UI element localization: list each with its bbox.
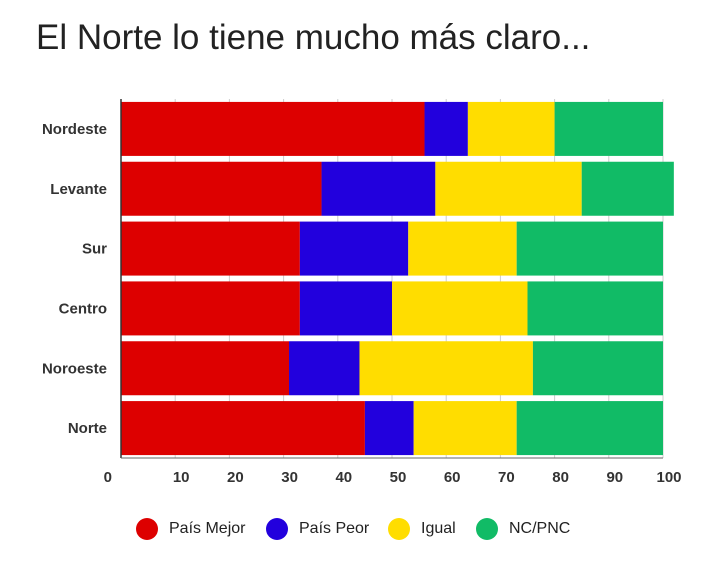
grid-lines bbox=[174, 99, 664, 458]
legend-label: Igual bbox=[421, 520, 456, 537]
x-tick-label: 60 bbox=[444, 469, 461, 486]
axes bbox=[120, 99, 663, 459]
x-tick-label: 100 bbox=[656, 469, 681, 486]
bar-segment bbox=[392, 281, 528, 336]
bar-segment bbox=[435, 161, 582, 216]
bars bbox=[121, 101, 674, 456]
bar-segment bbox=[516, 401, 663, 456]
legend-item: Igual bbox=[388, 517, 456, 541]
bar-segment bbox=[299, 221, 409, 276]
x-tick-label: 30 bbox=[281, 469, 298, 486]
bar-segment bbox=[424, 101, 468, 156]
category-label: Noroeste bbox=[42, 360, 107, 377]
x-tick-label: 80 bbox=[552, 469, 569, 486]
bar-segment bbox=[359, 341, 533, 396]
legend-label: País Peor bbox=[299, 520, 370, 537]
bar-segment bbox=[289, 341, 360, 396]
bar-segment bbox=[299, 281, 392, 336]
category-label: Nordeste bbox=[42, 121, 107, 138]
bar-segment bbox=[121, 161, 322, 216]
bar-segment bbox=[408, 221, 517, 276]
legend-label: NC/PNC bbox=[509, 520, 571, 537]
bar-segment bbox=[121, 341, 290, 396]
bar-segment bbox=[527, 281, 663, 336]
legend-swatch bbox=[136, 518, 158, 540]
bar-segment bbox=[121, 221, 300, 276]
legend-item: País Peor bbox=[266, 517, 369, 541]
bar-segment bbox=[581, 161, 674, 216]
chart-title: El Norte lo tiene mucho más claro... bbox=[36, 18, 591, 57]
bar-segment bbox=[121, 401, 365, 456]
legend-swatch bbox=[388, 518, 410, 540]
legend-item: País Mejor bbox=[136, 517, 245, 541]
bar-segment bbox=[321, 161, 436, 216]
legend-item: NC/PNC bbox=[476, 517, 570, 541]
x-tick-label: 0 bbox=[104, 469, 112, 486]
x-tick-label: 10 bbox=[173, 469, 190, 486]
legend-label: País Mejor bbox=[169, 520, 246, 537]
bar-segment bbox=[121, 101, 425, 156]
legend-swatch bbox=[266, 518, 288, 540]
bar-segment bbox=[554, 101, 663, 156]
legend: País Mejor País Peor Igual NC/PNC bbox=[0, 517, 720, 541]
bar-segment bbox=[413, 401, 517, 456]
x-tick-label: 90 bbox=[606, 469, 623, 486]
bar-segment bbox=[467, 101, 555, 156]
x-tick-label: 20 bbox=[227, 469, 244, 486]
x-tick-label: 40 bbox=[335, 469, 352, 486]
category-label: Sur bbox=[82, 241, 107, 258]
legend-swatch bbox=[476, 518, 498, 540]
axis-labels: 0 10 20 30 40 50 60 70 80 90 100 Nordeste Levante Sur… bbox=[42, 121, 682, 486]
bar-segment bbox=[516, 221, 663, 276]
x-tick-label: 70 bbox=[498, 469, 515, 486]
stacked-bar-chart: 0 10 20 30 40 50 60 70 80 90 100 Nordeste Levante Sur… bbox=[42, 99, 682, 486]
category-label: Levante bbox=[50, 181, 107, 198]
bar-segment bbox=[121, 281, 300, 336]
x-tick-label: 50 bbox=[390, 469, 407, 486]
category-label: Norte bbox=[68, 420, 107, 437]
bar-segment bbox=[364, 401, 414, 456]
bar-segment bbox=[532, 341, 663, 396]
category-label: Centro bbox=[59, 300, 107, 317]
